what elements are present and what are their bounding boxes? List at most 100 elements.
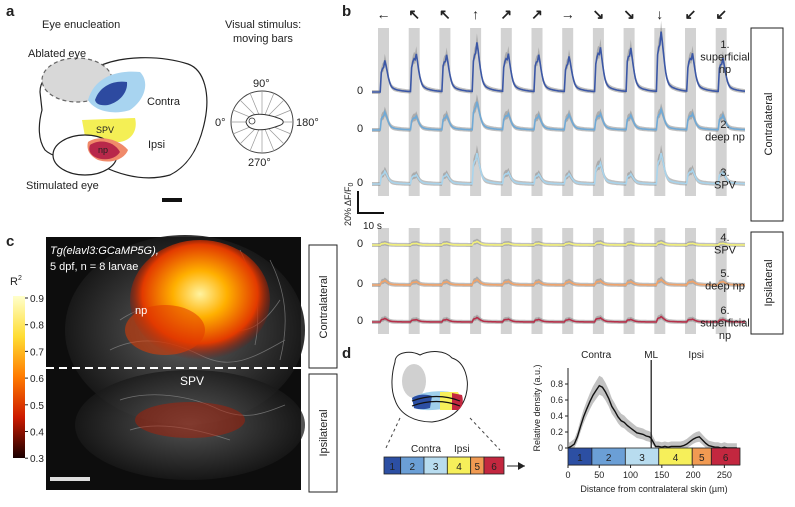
colorbar [13, 296, 25, 458]
panel-c: c Tg(elavl3:GCaMP5G), 5 dpf, n = 8 larva… [6, 233, 338, 493]
genotype-label: Tg(elavl3:GCaMP5G), [50, 245, 159, 257]
trace-line [372, 31, 746, 93]
zero-label: 0 [357, 238, 363, 250]
region-strip-number: 2 [606, 453, 612, 464]
stimulus-bar [439, 28, 451, 196]
colorbar-tick-label: 0.8 [30, 321, 44, 332]
angle-0: 0° [215, 117, 226, 129]
ipsi-label-d: Ipsi [454, 444, 470, 455]
stimulus-bar [408, 28, 420, 196]
panel-letter-c: c [6, 233, 14, 250]
np-label: np [98, 145, 108, 155]
region-strip-number: 2 [410, 462, 416, 473]
trace-label: SPV [714, 180, 737, 192]
angle-90: 90° [253, 78, 270, 90]
scale-bar-c [50, 477, 90, 481]
direction-arrow: ↓ [656, 6, 663, 22]
eye-enucleation-title: Eye enucleation [42, 19, 120, 31]
trace-label: 4. [720, 232, 729, 244]
colorbar-tick-label: 0.6 [30, 374, 44, 385]
x-axis-label: Distance from contralateral skin (µm) [580, 484, 727, 494]
density-sem-band [568, 375, 737, 448]
zero-labels: 0 0 0 0 0 0 [357, 85, 363, 327]
direction-arrow: ↙ [715, 6, 727, 22]
region-strip-number: 6 [491, 462, 497, 473]
zero-label: 0 [357, 278, 363, 290]
colorbar-tick-label: 0.5 [30, 401, 44, 412]
response-traces [372, 20, 746, 324]
trace-label: deep np [705, 281, 745, 293]
trace-sem-band [372, 94, 745, 132]
region-strip-number: 6 [723, 453, 729, 464]
trace-label: 3. [720, 167, 729, 179]
direction-arrow: ↖ [408, 6, 420, 22]
region-strip-number: 4 [456, 462, 462, 473]
region-strip-number: 3 [639, 453, 645, 464]
region-strip-number: 4 [673, 453, 679, 464]
visual-stimulus-subtitle: moving bars [233, 33, 293, 45]
region-label: ML [644, 350, 658, 361]
ipsilateral-group-label: Ipsilateral [763, 259, 775, 306]
fish-cross-section-schematic [384, 351, 501, 451]
colorbar-ticks: 0.9 0.8 0.7 0.6 0.5 0.4 0.3 [25, 294, 44, 465]
trace-label: 6. [720, 305, 729, 317]
trace-line [372, 152, 745, 185]
region-strip-number: 1 [577, 453, 583, 464]
direction-arrows: ← ↖ ↖ ↑ ↗ ↗ → ↘ ↘ ↓ ↙ ↙ [377, 6, 728, 22]
direction-arrow: ← [377, 6, 391, 22]
direction-arrow: ↗ [531, 6, 543, 22]
trace-label: 5. [720, 268, 729, 280]
contra-label-d: Contra [411, 444, 441, 455]
region-label: Ipsi [688, 350, 704, 361]
ipsilateral-label-c: Ipsilateral [318, 409, 330, 456]
arrow-to-plot [518, 462, 525, 470]
x-tick-label: 0 [565, 470, 570, 480]
trace-line [372, 240, 745, 246]
colorbar-title: R2 [10, 275, 22, 288]
x-tick-label: 150 [654, 470, 669, 480]
direction-arrow: ↙ [685, 6, 697, 22]
colorbar-tick-label: 0.3 [30, 454, 44, 465]
panel-a: a Eye enucleation Visual stimulus: movin… [6, 3, 319, 202]
zero-label: 0 [357, 177, 363, 189]
ipsilateral-box-c [308, 373, 338, 493]
region-strip-cell [710, 447, 741, 466]
scale-x-label: 10 s [363, 221, 382, 232]
x-tick-label: 50 [594, 470, 604, 480]
ipsilateral-group-box [750, 231, 784, 335]
contralateral-box-c [308, 244, 338, 369]
angle-270: 270° [248, 157, 271, 169]
angle-180: 180° [296, 117, 319, 129]
scale-y-label: 20% ΔF/F0 [343, 182, 355, 226]
colorbar-tick-label: 0.4 [30, 428, 44, 439]
contralateral-group-label: Contralateral [763, 93, 775, 156]
trace-line [372, 101, 745, 131]
y-axis-label: Relative density (a.u.) [532, 364, 542, 451]
scale-bar-a [162, 198, 182, 202]
y-tick-label: 0.8 [550, 379, 563, 389]
polar-stimulus-diagram [230, 90, 294, 154]
direction-arrow: ↑ [472, 6, 479, 22]
stimulus-bar [715, 28, 727, 196]
fish-brain-schematic [38, 57, 208, 179]
trace-sem-band [372, 144, 745, 186]
scale-bar-b [357, 191, 384, 214]
direction-arrow: ↘ [623, 6, 635, 22]
spv-label: SPV [96, 125, 114, 135]
trace-label: np [719, 64, 731, 76]
region-strip-right: 1 2 3 4 5 6 [567, 447, 741, 466]
stimulus-bar [623, 28, 635, 196]
trace-line [372, 315, 745, 323]
stimulus-bar [531, 28, 543, 196]
trace-label: 1. [720, 39, 729, 51]
visual-stimulus-title: Visual stimulus: [225, 19, 301, 31]
direction-arrow: ↖ [439, 6, 451, 22]
y-tick-label: 0.6 [550, 395, 563, 405]
stimulated-eye-label: Stimulated eye [26, 180, 99, 192]
zero-label: 0 [357, 85, 363, 97]
region-strip-number: 1 [390, 462, 396, 473]
